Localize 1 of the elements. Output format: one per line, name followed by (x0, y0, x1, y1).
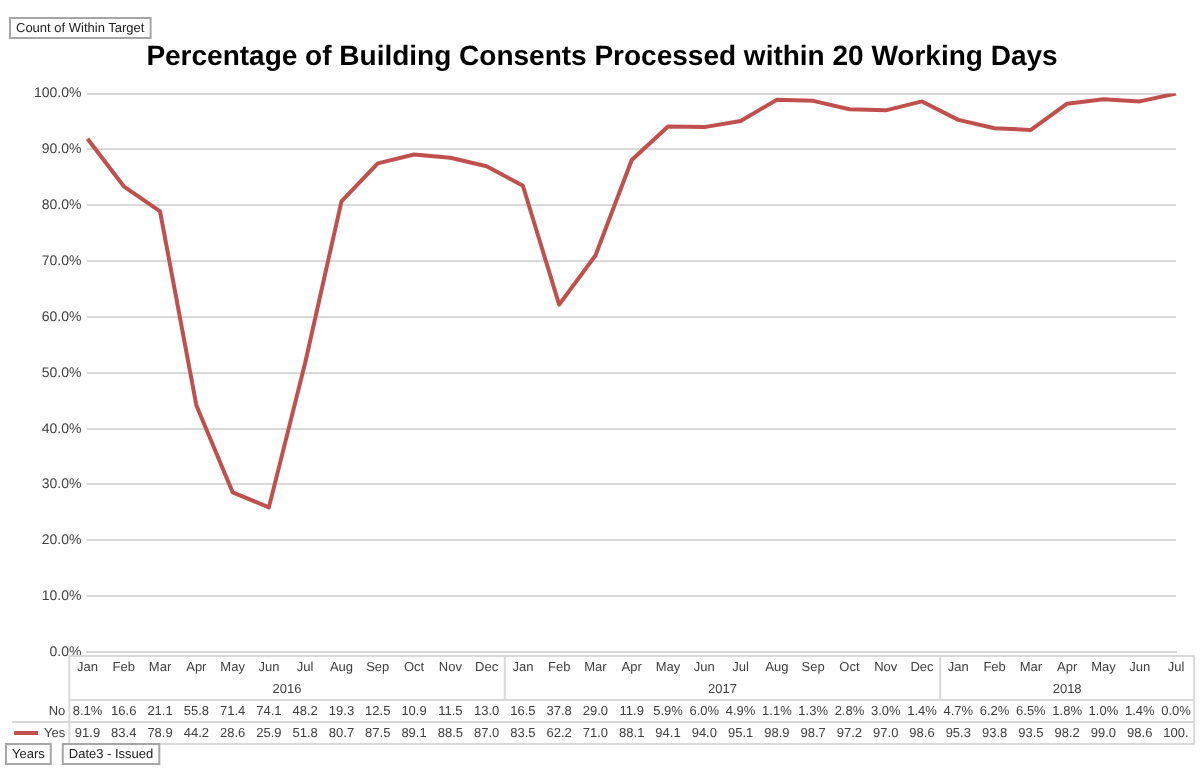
chart-title: Percentage of Building Consents Processed within 20 Working Days (146, 38, 1059, 71)
